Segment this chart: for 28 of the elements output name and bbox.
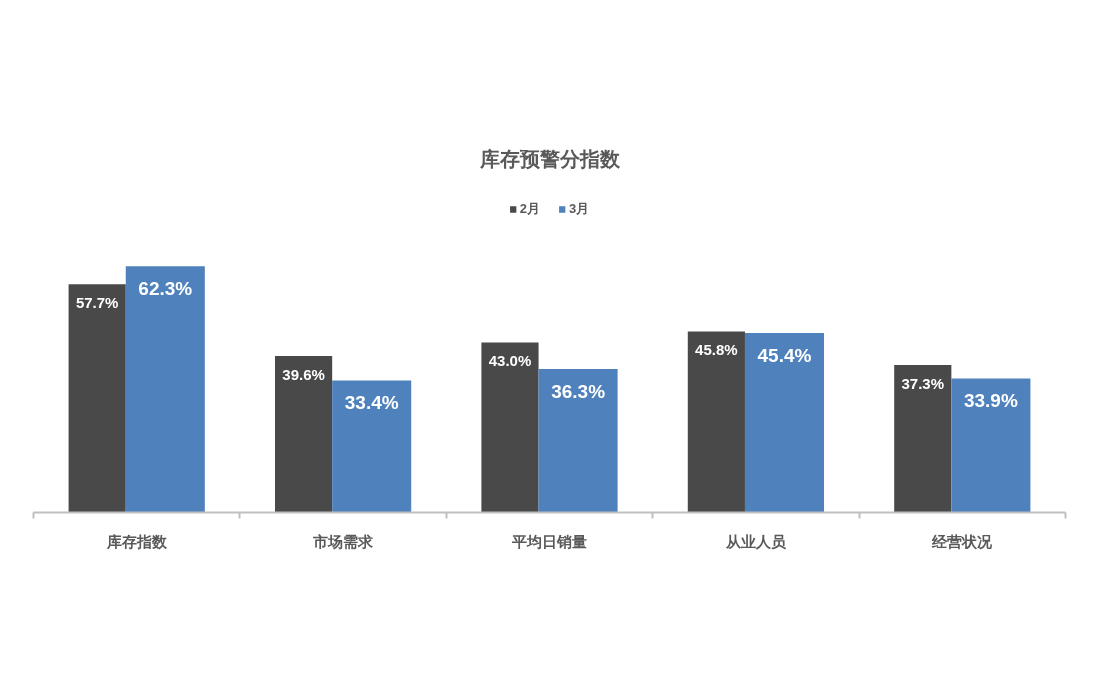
x-tick-label: 经营状况: [931, 532, 994, 550]
data-label: 43.0%: [488, 352, 532, 370]
data-label: 45.4%: [757, 344, 812, 366]
bar: [332, 380, 412, 513]
bar: [125, 266, 205, 513]
data-label: 39.6%: [282, 365, 325, 383]
bar: [951, 378, 1031, 513]
x-tick-label: 库存指数: [105, 532, 168, 550]
x-tick-label: 平均日销量: [511, 532, 587, 550]
x-tick-label: 市场需求: [312, 532, 375, 550]
data-label: 33.4%: [344, 392, 399, 414]
data-label: 37.3%: [901, 375, 945, 392]
bar: [744, 332, 825, 513]
data-label: 62.3%: [138, 278, 193, 300]
bar: [68, 284, 126, 513]
bar: [687, 331, 745, 513]
bar: [274, 355, 333, 513]
legend-label: 2月: [519, 200, 540, 218]
chart-title: 库存预警分指数: [478, 147, 621, 170]
bar: [894, 365, 952, 513]
x-tick-label: 从业人员: [724, 532, 787, 550]
data-label: 33.9%: [963, 390, 1018, 412]
bar: [481, 342, 539, 513]
data-label: 57.7%: [75, 294, 119, 312]
data-label: 45.8%: [695, 341, 738, 359]
legend-label: 3月: [569, 200, 590, 218]
data-label: 36.3%: [551, 380, 606, 402]
bar: [538, 368, 618, 513]
